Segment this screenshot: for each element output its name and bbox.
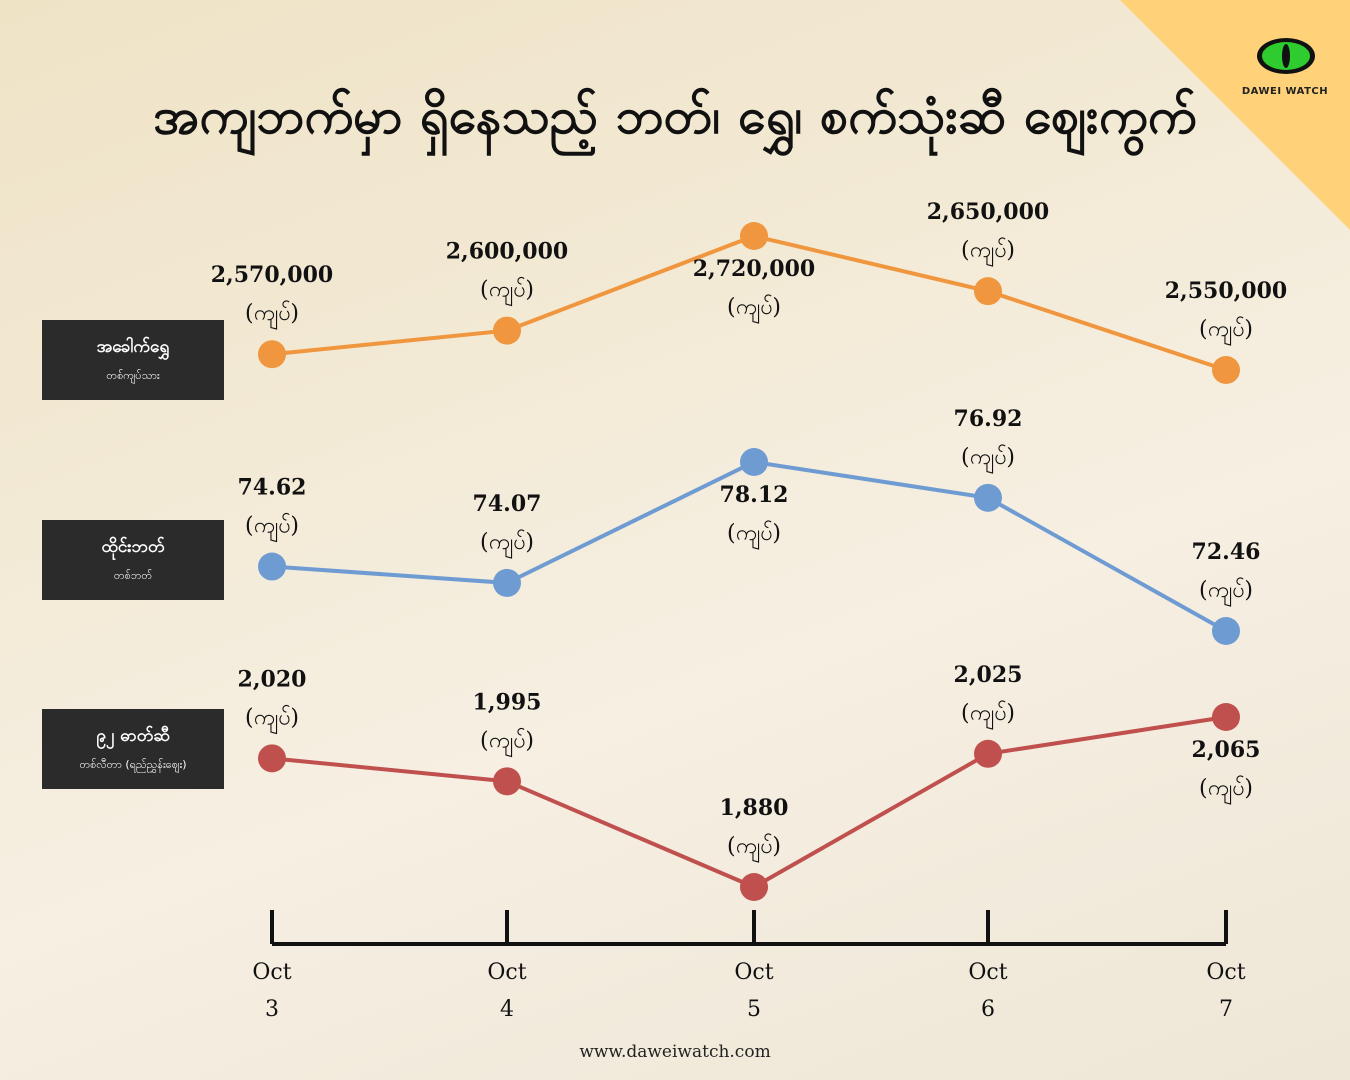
data-label: 2,025: [954, 662, 1023, 688]
series-unit: တစ်လီတာ (ရည်ညွှန်းဈေး): [79, 758, 187, 771]
x-tick-label: Oct: [968, 960, 1007, 985]
x-tick-label: 6: [981, 997, 995, 1022]
data-label-unit: (ကျပ်): [727, 520, 781, 550]
series-unit: တစ်ကျပ်သား: [106, 369, 160, 382]
data-label: 72.46: [1192, 539, 1261, 565]
data-point: [974, 739, 1002, 768]
data-label: 76.92: [954, 406, 1023, 432]
data-label: 2,600,000: [446, 239, 568, 265]
data-point: [740, 448, 768, 476]
data-label-unit: (ကျပ်): [1199, 577, 1253, 607]
data-label-unit: (ကျပ်): [245, 704, 299, 734]
eye-logo-icon: [1257, 38, 1315, 74]
data-label: 2,020: [238, 666, 307, 692]
data-label: 74.62: [238, 475, 307, 501]
data-label-unit: (ကျပ်): [961, 700, 1015, 730]
brand-logo-text: DAWEI WATCH: [1241, 86, 1329, 97]
data-label: 2,720,000: [693, 256, 815, 282]
data-label-unit: (ကျပ်): [961, 237, 1015, 267]
data-point: [493, 767, 521, 796]
data-label-unit: (ကျပ်): [480, 529, 534, 559]
data-label-unit: (ကျပ်): [727, 833, 781, 863]
data-label-unit: (ကျပ်): [480, 727, 534, 757]
data-point: [493, 568, 521, 597]
data-label-unit: (ကျပ်): [480, 277, 534, 307]
data-label-unit: (ကျပ်): [961, 444, 1015, 474]
series-unit: တစ်ဘတ်: [113, 569, 153, 582]
data-point: [740, 873, 768, 901]
x-tick-label: Oct: [1206, 960, 1245, 985]
data-label: 1,880: [720, 795, 789, 821]
data-label: 78.12: [720, 482, 789, 508]
data-point: [258, 552, 286, 581]
page-title: အကျဘက်မှာ ရှိနေသည့် ဘတ်၊ ရွှေ၊ စက်သုံးဆီ…: [153, 87, 1197, 145]
data-point: [258, 744, 286, 773]
x-tick-label: Oct: [734, 960, 773, 985]
data-point: [974, 277, 1002, 306]
data-label: 2,065: [1192, 737, 1261, 763]
data-label: 1,995: [473, 689, 542, 715]
x-tick-label: 7: [1219, 997, 1233, 1022]
data-label-unit: (ကျပ်): [1199, 775, 1253, 805]
data-point: [1212, 617, 1240, 645]
data-point: [493, 316, 521, 345]
data-point: [740, 222, 768, 250]
series-box-gold: အခေါက်ရွှေ တစ်ကျပ်သား: [42, 320, 224, 400]
x-tick-label: 3: [265, 997, 279, 1022]
data-label: 74.07: [473, 491, 542, 517]
website-footer: www.daweiwatch.com: [579, 1042, 771, 1062]
data-point: [1212, 703, 1240, 731]
data-label-unit: (ကျပ်): [245, 300, 299, 330]
series-name: ၉၂ ဓာတ်ဆီ: [96, 726, 170, 746]
x-tick-label: Oct: [487, 960, 526, 985]
data-label-unit: (ကျပ်): [1199, 316, 1253, 346]
data-label: 2,650,000: [927, 199, 1049, 225]
data-label: 2,570,000: [211, 262, 333, 288]
series-box-baht: ထိုင်းဘတ် တစ်ဘတ်: [42, 520, 224, 600]
data-point: [1212, 356, 1240, 384]
data-point: [258, 340, 286, 369]
data-point: [974, 483, 1002, 512]
x-tick-label: 4: [500, 997, 514, 1022]
series-box-fuel: ၉၂ ဓာတ်ဆီ တစ်လီတာ (ရည်ညွှန်းဈေး): [42, 709, 224, 789]
x-tick-label: 5: [747, 997, 761, 1022]
corner-triangle: [1120, 0, 1350, 230]
series-name: ထိုင်းဘတ်: [101, 537, 165, 557]
x-tick-label: Oct: [252, 960, 291, 985]
data-label-unit: (ကျပ်): [245, 513, 299, 543]
series-name: အခေါက်ရွှေ: [96, 337, 170, 357]
data-label-unit: (ကျပ်): [727, 294, 781, 324]
data-label: 2,550,000: [1165, 278, 1287, 304]
